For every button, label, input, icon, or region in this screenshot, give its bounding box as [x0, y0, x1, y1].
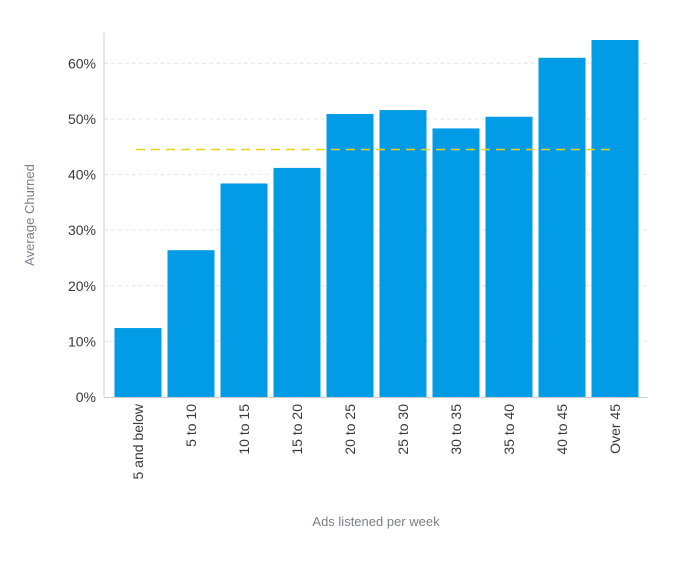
bars [114, 40, 639, 397]
x-tick-label: Over 45 [607, 404, 623, 454]
x-tick-label: 20 to 25 [342, 404, 358, 455]
y-axis-title: Average Churned [22, 164, 37, 266]
x-axis-title: Ads listened per week [312, 514, 440, 529]
bar [379, 110, 427, 397]
bar [432, 128, 480, 397]
bar [591, 40, 639, 397]
bar [273, 167, 321, 397]
x-tick-label: 40 to 45 [554, 404, 570, 455]
y-tick-labels: 0% 10% 20% 30% 40% 50% 60% [68, 55, 96, 405]
y-tick-label: 0% [76, 389, 96, 405]
x-tick-label: 5 to 10 [183, 404, 199, 447]
bar [167, 250, 215, 397]
bar [485, 116, 533, 397]
x-tick-label: 5 and below [130, 403, 146, 479]
y-tick-label: 30% [68, 222, 96, 238]
bar [326, 113, 374, 397]
x-tick-label: 15 to 20 [289, 404, 305, 455]
bar [114, 328, 162, 397]
y-tick-label: 20% [68, 278, 96, 294]
bar [538, 57, 586, 397]
axes [103, 33, 648, 398]
y-tick-label: 40% [68, 167, 96, 183]
x-tick-labels: 5 and below 5 to 10 10 to 15 15 to 20 20 to … [130, 403, 623, 479]
y-tick-label: 10% [68, 333, 96, 349]
x-tick-label: 35 to 40 [501, 404, 517, 455]
x-tick-label: 25 to 30 [395, 404, 411, 455]
x-tick-label: 10 to 15 [236, 404, 252, 455]
y-tick-label: 60% [68, 55, 96, 71]
bar [220, 183, 268, 397]
y-tick-label: 50% [68, 111, 96, 127]
x-tick-label: 30 to 35 [448, 404, 464, 455]
